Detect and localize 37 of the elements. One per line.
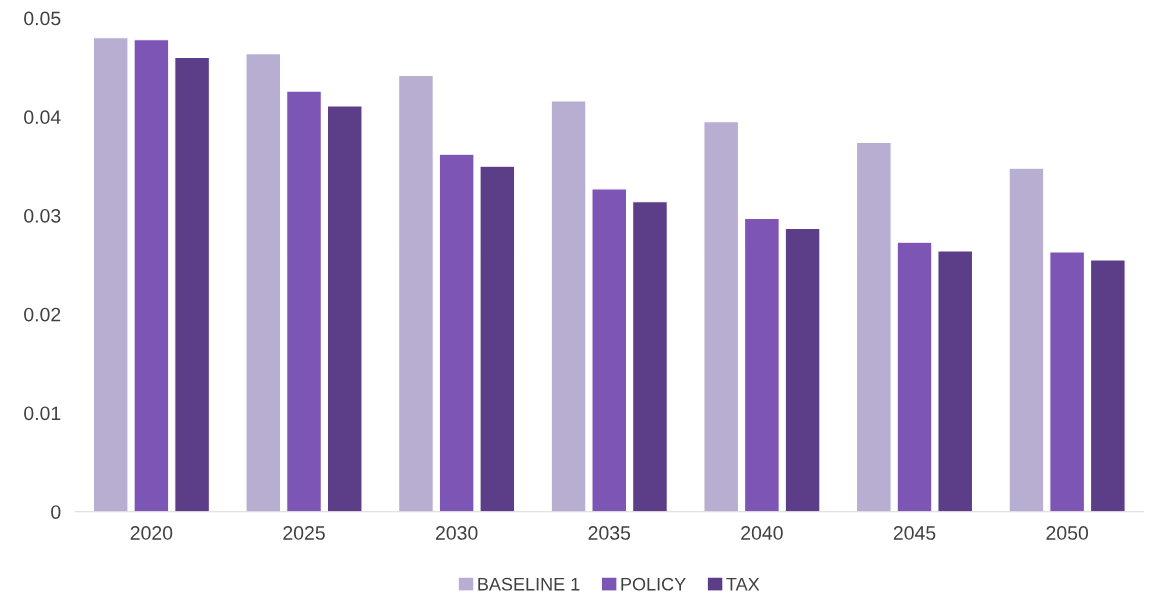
y-tick-label: 0.02	[24, 307, 61, 322]
x-tick-label: 2050	[1046, 526, 1089, 540]
legend-label: TAX	[726, 577, 760, 591]
x-tick-label: 2020	[130, 526, 173, 540]
bar	[784, 227, 821, 512]
y-tick-label: 0.01	[24, 406, 61, 421]
bar	[550, 100, 587, 512]
bar	[703, 121, 740, 512]
bar	[174, 56, 210, 512]
bar	[326, 105, 363, 512]
legend-label: POLICY	[621, 577, 686, 591]
bar	[855, 141, 892, 512]
bar	[1089, 259, 1126, 512]
bar	[398, 74, 434, 512]
x-tick-label: 2025	[283, 526, 325, 540]
y-tick-label: 0.04	[24, 110, 61, 125]
bar	[286, 90, 322, 512]
y-tick-label: 0	[51, 505, 61, 519]
bar	[937, 250, 974, 512]
bar	[92, 37, 129, 512]
x-tick-label: 2035	[588, 526, 631, 540]
x-tick-label: 2040	[741, 526, 783, 540]
bar	[1049, 251, 1085, 512]
bar	[1008, 167, 1045, 512]
bar	[744, 217, 780, 512]
bar	[896, 241, 933, 512]
bar	[245, 53, 282, 512]
bar	[438, 153, 475, 512]
bar	[133, 39, 170, 512]
bar	[632, 201, 668, 512]
legend-label: BASELINE 1	[478, 577, 580, 591]
y-tick-label: 0.05	[24, 11, 61, 26]
bar	[479, 165, 516, 512]
x-tick-label: 2045	[893, 526, 936, 540]
y-tick-label: 0.03	[24, 208, 61, 223]
bar	[591, 188, 628, 512]
x-tick-label: 2030	[435, 526, 478, 540]
